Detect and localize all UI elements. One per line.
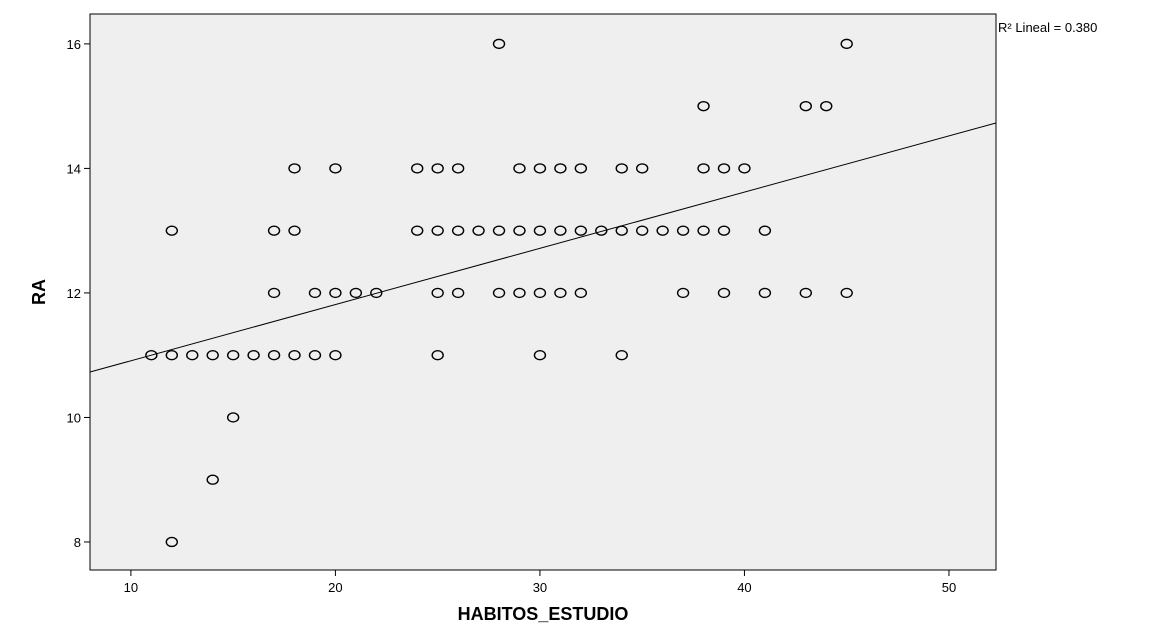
data-point [226,349,240,361]
data-point [411,163,424,174]
data-point [533,163,547,174]
data-point [554,287,567,299]
data-point [308,349,322,361]
x-tick-label: 50 [942,580,956,595]
data-point [431,163,444,174]
data-point [635,163,649,174]
data-point [738,163,751,174]
data-point [533,349,547,361]
data-point [758,287,772,299]
data-point [697,163,710,174]
data-point [533,287,547,299]
data-point [574,287,588,299]
data-point [431,287,444,299]
data-point [840,38,853,50]
data-point [799,100,813,112]
data-point [513,287,526,299]
fit-line-layer [89,122,997,373]
data-point [799,287,813,299]
data-point [329,163,342,174]
data-point [451,225,465,236]
data-point [513,163,526,174]
data-point [492,287,506,299]
data-point [554,225,567,236]
data-point [206,349,219,361]
data-point [574,225,588,236]
data-point [165,225,179,236]
data-point [267,225,281,236]
data-point [206,474,219,485]
data-point [615,349,628,361]
data-points [145,38,853,548]
data-point [349,287,363,299]
data-point [267,287,281,299]
data-point [492,38,506,50]
data-point [676,225,690,236]
y-tick-label: 10 [67,410,81,425]
data-point [431,349,444,361]
x-tick-label: 20 [328,580,342,595]
data-point [186,349,199,361]
data-point [533,225,547,236]
data-point [697,225,710,236]
regression-fit-line [89,122,997,373]
y-tick-label: 14 [67,161,81,176]
data-point [472,225,485,236]
plot-area [89,13,997,571]
data-point [554,163,567,174]
data-point [165,536,179,548]
data-point [288,163,301,174]
data-point [697,100,710,112]
y-tick-label: 8 [74,535,81,550]
data-point [676,287,690,299]
data-point [820,100,833,112]
data-point [717,287,731,299]
data-point [267,349,281,361]
data-point [717,163,731,174]
data-point [247,349,260,361]
y-tick-label: 16 [67,37,81,52]
y-axis-label: RA [29,279,49,305]
data-point [513,225,526,236]
data-point [431,225,444,236]
data-point [226,412,240,423]
data-point [840,287,853,299]
data-point [329,349,342,361]
y-axis-ticks: 8 10 12 14 16 [67,37,90,550]
data-point [451,287,465,299]
data-point [411,225,424,236]
x-axis-ticks: 10 20 30 40 50 [124,570,956,595]
data-point [370,287,383,299]
data-point [288,225,301,236]
data-point [635,225,649,236]
data-point [145,349,158,361]
x-tick-label: 30 [533,580,547,595]
data-point [165,349,179,361]
data-point [574,163,588,174]
y-tick-label: 12 [67,286,81,301]
r2-annotation: R² Lineal = 0.380 [998,20,1097,35]
data-point [758,225,772,236]
data-point [329,287,342,299]
data-point [595,225,608,236]
data-point [615,163,628,174]
data-point [492,225,506,236]
data-point [451,163,465,174]
x-tick-label: 10 [124,580,138,595]
x-axis-label: HABITOS_ESTUDIO [458,604,629,624]
data-point [615,225,628,236]
data-point [717,225,731,236]
data-point [308,287,322,299]
data-point [288,349,301,361]
data-point [656,225,669,236]
x-tick-label: 40 [737,580,751,595]
